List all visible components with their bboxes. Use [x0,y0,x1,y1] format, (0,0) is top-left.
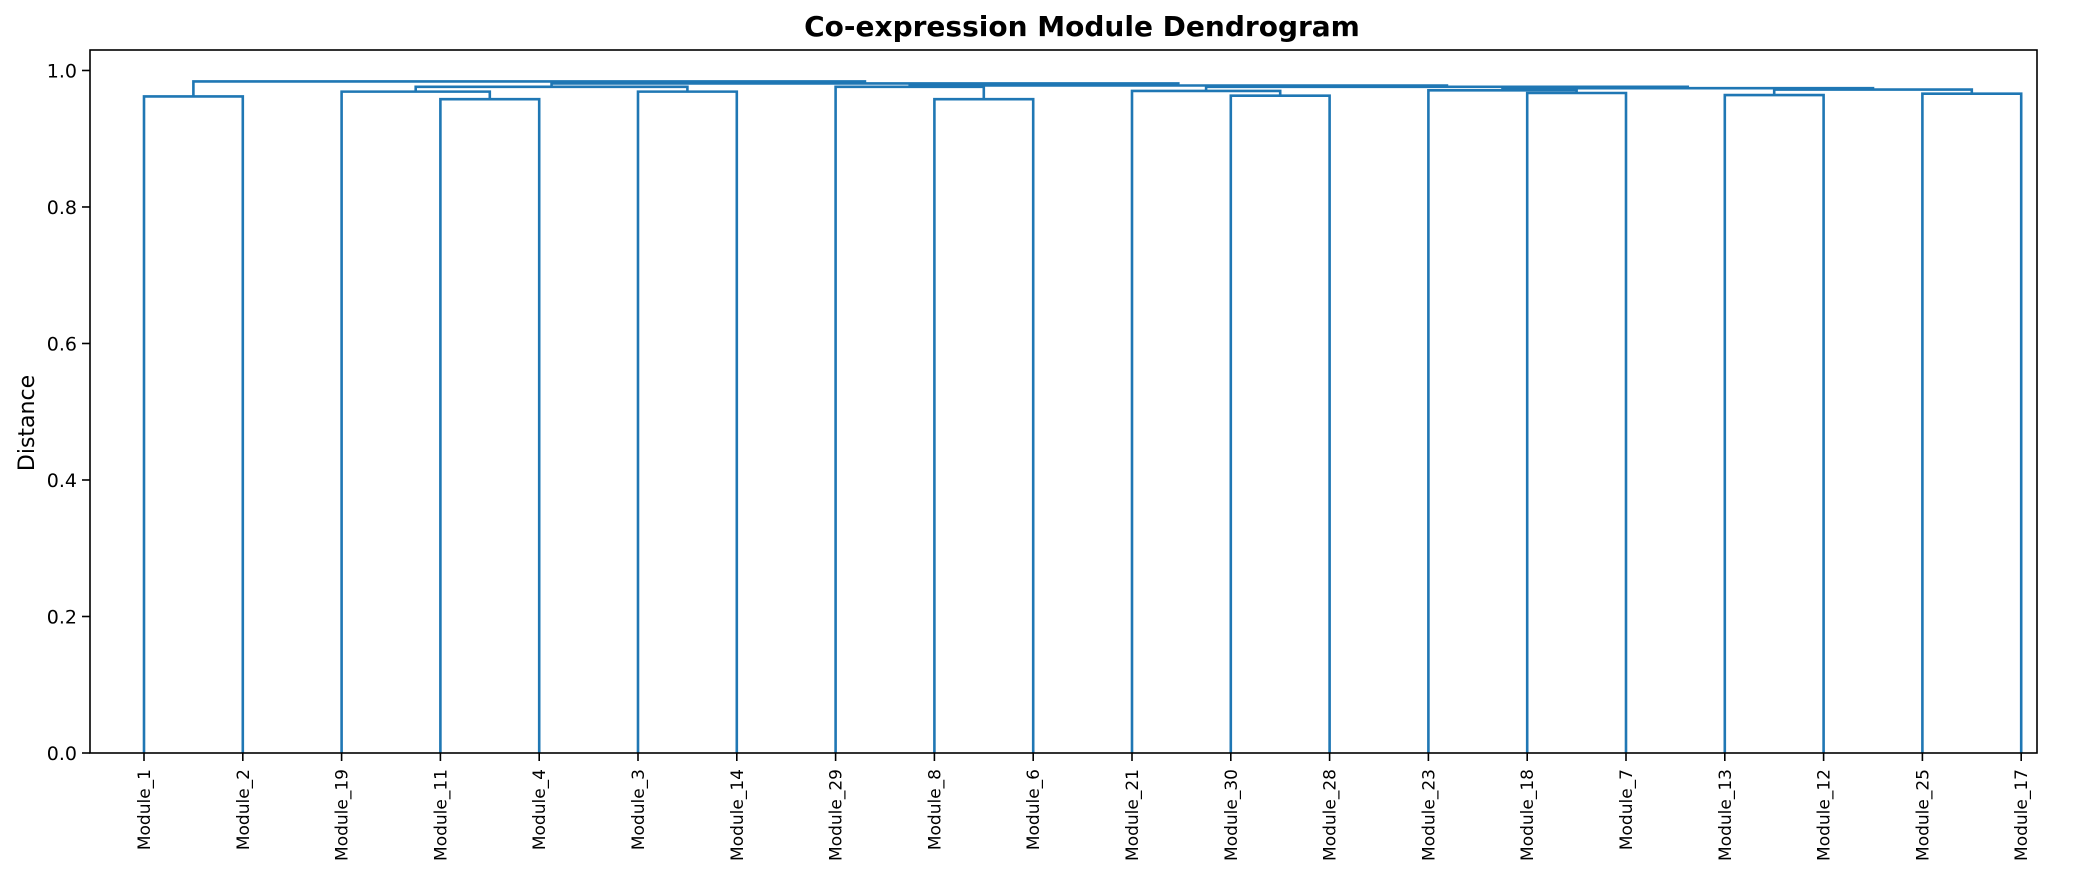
leaf-label: Module_2 [234,769,254,850]
leaf-label: Module_14 [728,769,748,861]
y-tick-label: 0.6 [47,333,77,355]
leaf-label: Module_25 [1913,769,1933,861]
dendrogram-links [142,80,2023,753]
leaf-label: Module_13 [1716,769,1736,861]
x-axis-ticks: Module_1 Module_2 Module_19 Module_11 Module… [135,753,2032,861]
dendrogram-link [192,80,867,97]
dendrogram-link [1130,89,1282,753]
leaf-label: Module_18 [1518,769,1538,861]
dendrogram-link [636,90,739,753]
chart-title: Co-expression Module Dendrogram [804,10,1360,43]
dendrogram-link [834,85,986,753]
y-tick-label: 0.0 [47,743,77,765]
dendrogram-link [933,97,1035,753]
dendrogram-link [1525,91,1628,753]
y-axis-label: Distance [15,375,40,471]
leaf-label: Module_6 [1024,769,1044,850]
y-tick-label: 1.0 [47,60,77,82]
leaf-label: Module_19 [333,769,353,861]
dendrogram-link [1723,93,1825,753]
leaf-label: Module_21 [1123,769,1143,861]
leaf-label: Module_7 [1617,769,1637,850]
dendrogram-link [550,82,1180,87]
dendrogram-link [142,95,245,753]
dendrogram-link [908,84,1449,87]
y-tick-label: 0.2 [47,606,77,628]
leaf-label: Module_29 [827,769,847,861]
y-axis-ticks: 0.0 0.2 0.4 0.6 0.8 1.0 [47,60,90,765]
dendrogram-link [340,90,492,753]
leaf-label: Module_3 [629,769,649,850]
dendrogram-link [1921,92,2023,753]
leaf-label: Module_4 [530,769,550,850]
leaf-label: Module_28 [1321,769,1341,861]
leaf-label: Module_17 [2012,769,2032,861]
leaf-label: Module_12 [1815,769,1835,861]
dendrogram-link [1229,94,1331,753]
leaf-label: Module_11 [431,769,451,861]
leaf-label: Module_1 [135,769,155,850]
leaf-label: Module_30 [1222,769,1242,861]
dendrogram-link [1501,86,1875,91]
leaf-label: Module_8 [925,769,945,850]
plot-frame [89,49,2038,754]
leaf-label: Module_23 [1419,769,1439,861]
dendrogram-link [1427,88,1578,753]
y-tick-label: 0.8 [47,197,77,219]
dendrogram-link [439,97,541,753]
y-tick-label: 0.4 [47,470,77,492]
